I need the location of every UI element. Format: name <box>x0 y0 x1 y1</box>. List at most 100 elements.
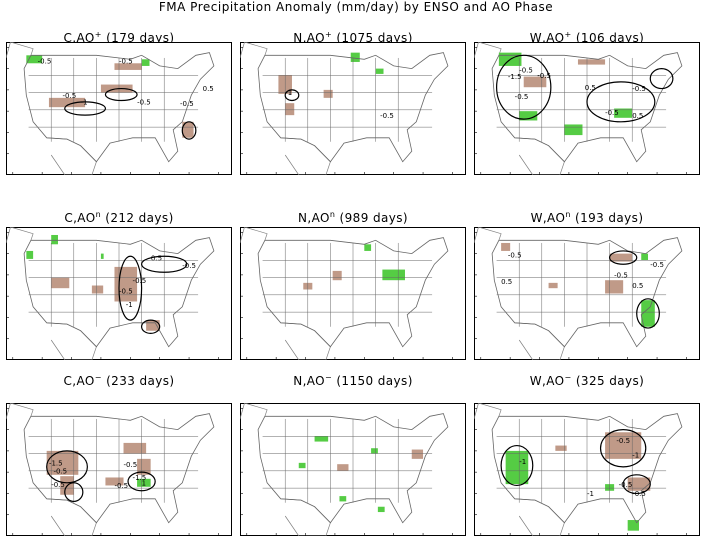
usa-outline <box>23 52 215 163</box>
dry-anomaly-area <box>605 280 624 294</box>
coastline-canada <box>6 403 34 420</box>
panel-ao-sign: − <box>94 373 102 382</box>
usa-outline <box>257 237 449 348</box>
panel-title: N,AO+ (1075 days) <box>237 30 469 45</box>
contour-label: -0.5 <box>63 92 77 100</box>
contour-label: 0.5 <box>632 112 643 120</box>
contour-label: -0.5 <box>616 437 630 445</box>
contour-label: -0.5 <box>380 112 394 120</box>
panel-days: (233 days) <box>101 374 175 388</box>
usa-outline <box>257 52 449 163</box>
anomaly-contour <box>609 250 638 265</box>
panel-ao-sign: + <box>94 30 102 39</box>
dry-anomaly-area <box>146 320 160 331</box>
anomaly-contour <box>127 471 156 492</box>
dry-anomaly-area <box>609 253 633 262</box>
dry-anomaly-area <box>51 277 70 289</box>
contour-label: -0.5 <box>148 254 162 262</box>
contour-label: -0.5 <box>632 490 646 498</box>
wet-anomaly-area <box>298 462 306 469</box>
wet-anomaly-area <box>141 59 150 66</box>
dry-anomaly-area <box>285 103 295 116</box>
panel-label: N,AO <box>293 374 326 388</box>
anomaly-contour <box>284 89 300 102</box>
contour-label: -1 <box>632 452 639 460</box>
wet-anomaly-area <box>505 450 529 485</box>
contour-label: 0.5 <box>585 84 596 92</box>
dry-anomaly-area <box>332 270 342 281</box>
contour-label: -0.5 <box>114 482 128 490</box>
panel-ao-sign: − <box>564 373 572 382</box>
dry-anomaly-area <box>337 464 349 471</box>
anomaly-contour <box>586 81 656 123</box>
panel-title: C,AO+ (179 days) <box>3 30 235 45</box>
contour-label: -0.5 <box>614 272 628 280</box>
contour-label: -0.5 <box>537 72 551 80</box>
panel-ao-sign: + <box>325 30 333 39</box>
contour-label: -0.5 <box>605 109 619 117</box>
map-panel: -1.5-0.5-0.5-0.5 -0.5-1.51 <box>6 403 232 536</box>
coastline-canada <box>6 227 34 244</box>
wet-anomaly-area <box>614 108 633 118</box>
contour-label: -1 <box>587 490 594 498</box>
contour-label: -0.5 <box>124 461 138 469</box>
panel-title: C,AOn (212 days) <box>3 210 235 225</box>
map-panel: -0.5 -0.5 -0.5 -1 -0.5 0.5 -0.5 <box>6 42 232 175</box>
anomaly-contour <box>104 87 138 102</box>
anomaly-contour <box>118 255 143 321</box>
contour-label: -1 <box>519 458 526 466</box>
wet-anomaly-area <box>377 506 385 513</box>
wet-anomaly-area <box>375 68 384 74</box>
wet-anomaly-area <box>350 52 360 62</box>
dry-anomaly-area <box>123 442 147 454</box>
dry-anomaly-area <box>46 450 79 475</box>
panel-days: (989 days) <box>335 211 408 225</box>
dry-anomaly-area <box>523 76 547 88</box>
wet-anomaly-area <box>26 55 43 64</box>
contour-label: -0.5 <box>53 467 67 475</box>
map-panel: -1 -0.5 <box>240 42 466 175</box>
anomaly-contour <box>64 482 84 503</box>
contour-label: -0.5 <box>38 57 52 65</box>
map-panel: -0.5 0.5 0.5 -0.5 -0.5 <box>474 227 700 360</box>
usa-outline <box>23 237 215 348</box>
figure-title: FMA Precipitation Anomaly (mm/day) by EN… <box>158 0 554 14</box>
dry-anomaly-area <box>501 242 511 251</box>
anomaly-contour <box>622 474 651 495</box>
wet-anomaly-area <box>339 496 347 502</box>
coastline-canada <box>240 227 268 244</box>
wet-anomaly-area <box>382 269 405 281</box>
panel-days: (325 days) <box>571 374 645 388</box>
contour-label: 0.5 <box>632 282 643 290</box>
dry-anomaly-area <box>323 89 333 98</box>
contour-label: -0.5 <box>51 481 65 489</box>
coastline-canada <box>474 403 502 420</box>
panel-title: C,AO− (233 days) <box>3 373 235 388</box>
anomaly-contour <box>140 255 188 273</box>
contour-label: -1.5 <box>49 460 63 468</box>
wet-anomaly-area <box>26 250 34 259</box>
panel-ao-sign: − <box>325 373 333 382</box>
contour-label: 1 <box>142 479 146 487</box>
panel-label: W,AO <box>529 31 565 45</box>
contour-label: -0.5 <box>119 57 133 65</box>
anomaly-contour <box>64 101 107 116</box>
panel-title: N,AOn (989 days) <box>237 210 469 225</box>
panel-label: C,AO <box>63 374 95 388</box>
contour-label: -0.5 <box>180 100 194 108</box>
contour-label: -0.5 <box>182 262 196 270</box>
panel-days: (1075 days) <box>332 31 413 45</box>
map-panel <box>240 403 466 536</box>
contour-label: 0.5 <box>203 85 214 93</box>
dry-anomaly-area <box>555 445 567 451</box>
panel-ao-sign: n <box>565 210 571 219</box>
dry-anomaly-area <box>605 432 642 459</box>
wet-anomaly-area <box>51 234 58 245</box>
map-panel: -0.5-1.5 -0.5-0.50.5 -0.5-0.5 0.5 <box>474 42 700 175</box>
panel-label: C,AO <box>64 211 96 225</box>
anomaly-contour <box>636 298 660 329</box>
wet-anomaly-area <box>100 253 104 259</box>
anomaly-contour <box>599 429 647 468</box>
dry-anomaly-area <box>114 63 142 70</box>
anomaly-contour <box>500 444 534 487</box>
